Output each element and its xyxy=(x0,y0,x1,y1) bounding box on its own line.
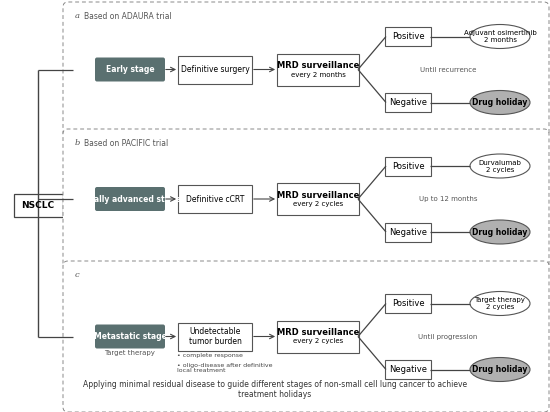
Text: Adjuvant osimertinib
2 months: Adjuvant osimertinib 2 months xyxy=(464,30,536,43)
FancyBboxPatch shape xyxy=(385,93,431,112)
FancyBboxPatch shape xyxy=(63,261,549,412)
Text: Durvalumab
2 cycles: Durvalumab 2 cycles xyxy=(478,159,521,173)
Text: every 2 cycles: every 2 cycles xyxy=(293,339,343,344)
Text: Until recurrence: Until recurrence xyxy=(420,66,476,73)
Text: Definitive cCRT: Definitive cCRT xyxy=(186,194,244,204)
Text: • oligo-disease after definitive
local treatment: • oligo-disease after definitive local t… xyxy=(177,363,272,373)
FancyBboxPatch shape xyxy=(178,323,252,351)
Text: every 2 months: every 2 months xyxy=(290,72,345,77)
Text: Until progression: Until progression xyxy=(419,333,478,339)
FancyBboxPatch shape xyxy=(385,222,431,241)
Text: Target therapy: Target therapy xyxy=(104,351,156,356)
Ellipse shape xyxy=(470,24,530,49)
Text: Locally advanced stage: Locally advanced stage xyxy=(79,194,181,204)
FancyBboxPatch shape xyxy=(95,187,165,211)
Text: Based on ADAURA trial: Based on ADAURA trial xyxy=(84,12,172,21)
Text: every 2 cycles: every 2 cycles xyxy=(293,201,343,207)
Text: Applying minimal residual disease to guide different stages of non-small cell lu: Applying minimal residual disease to gui… xyxy=(83,380,467,399)
FancyBboxPatch shape xyxy=(63,129,549,269)
Text: Negative: Negative xyxy=(389,227,427,236)
FancyBboxPatch shape xyxy=(277,54,359,86)
Text: c: c xyxy=(75,271,80,279)
Ellipse shape xyxy=(470,292,530,316)
Text: Drug holiday: Drug holiday xyxy=(472,227,527,236)
Text: a: a xyxy=(75,12,80,20)
FancyBboxPatch shape xyxy=(385,294,431,313)
Text: Positive: Positive xyxy=(392,299,424,308)
FancyBboxPatch shape xyxy=(95,325,165,349)
FancyBboxPatch shape xyxy=(178,185,252,213)
Text: • complete response: • complete response xyxy=(177,353,243,358)
FancyBboxPatch shape xyxy=(277,183,359,215)
Text: Drug holiday: Drug holiday xyxy=(472,365,527,374)
Ellipse shape xyxy=(470,358,530,382)
FancyBboxPatch shape xyxy=(277,321,359,353)
FancyBboxPatch shape xyxy=(385,360,431,379)
Text: Drug holiday: Drug holiday xyxy=(472,98,527,107)
FancyBboxPatch shape xyxy=(63,2,549,137)
Text: Negative: Negative xyxy=(389,365,427,374)
Ellipse shape xyxy=(470,220,530,244)
FancyBboxPatch shape xyxy=(14,194,63,216)
FancyBboxPatch shape xyxy=(385,157,431,176)
FancyBboxPatch shape xyxy=(95,58,165,82)
Text: Target therapy
2 cycles: Target therapy 2 cycles xyxy=(475,297,525,310)
Text: MRD surveillance: MRD surveillance xyxy=(277,190,359,199)
Text: Up to 12 months: Up to 12 months xyxy=(419,196,477,202)
Text: Definitive surgery: Definitive surgery xyxy=(180,65,249,74)
Text: NSCLC: NSCLC xyxy=(21,201,54,209)
Text: Positive: Positive xyxy=(392,162,424,171)
Text: MRD surveillance: MRD surveillance xyxy=(277,61,359,70)
Ellipse shape xyxy=(470,91,530,115)
Text: MRD surveillance: MRD surveillance xyxy=(277,328,359,337)
Text: b: b xyxy=(75,139,80,147)
Text: Metastatic stage: Metastatic stage xyxy=(94,332,167,341)
FancyBboxPatch shape xyxy=(385,27,431,46)
Text: Positive: Positive xyxy=(392,32,424,41)
Text: Negative: Negative xyxy=(389,98,427,107)
FancyBboxPatch shape xyxy=(178,56,252,84)
Ellipse shape xyxy=(470,154,530,178)
Text: Early stage: Early stage xyxy=(106,65,155,74)
Text: Undetectable
tumor burden: Undetectable tumor burden xyxy=(189,327,241,346)
Text: Based on PACIFIC trial: Based on PACIFIC trial xyxy=(84,139,168,148)
